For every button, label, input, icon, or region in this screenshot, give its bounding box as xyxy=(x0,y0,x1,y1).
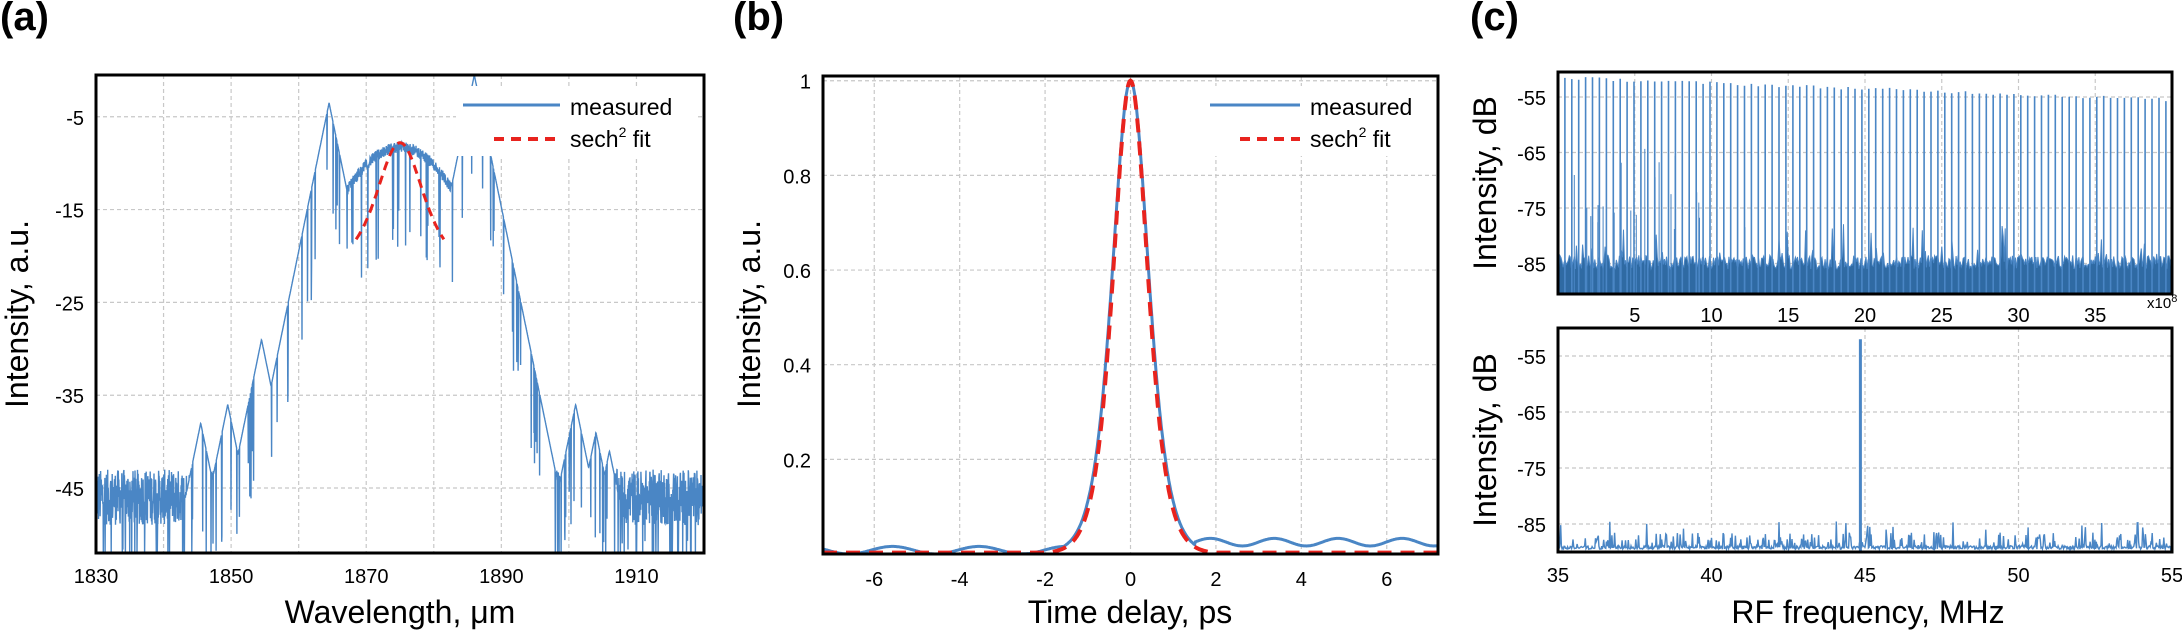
chart-a-legend-measured-label: measured xyxy=(570,94,672,120)
chart-c-bottom-x-axis-label: RF frequency, MHz xyxy=(1731,594,2004,630)
y-tick-label: -5 xyxy=(66,108,84,130)
y-tick-label: 1 xyxy=(800,72,811,94)
chart-b-legend: measured sech2 fit xyxy=(1200,86,1432,156)
x-tick-label: 1870 xyxy=(344,566,389,588)
chart-c-top: 5 10 15 20 25 30 35 -55 -65 -75 -85 x108 Intensit… xyxy=(1467,70,2177,327)
chart-c-top-multiplier: x108 xyxy=(2147,293,2177,312)
fit-line xyxy=(354,141,446,241)
chart-b-x-axis-label: Time delay, ps xyxy=(1028,594,1233,630)
y-tick-label: -65 xyxy=(1517,403,1546,425)
x-tick-label: -2 xyxy=(1036,569,1054,591)
x-tick-label: 2 xyxy=(1210,569,1221,591)
x-tick-label: 1910 xyxy=(614,566,659,588)
chart-c-bottom-plot-frame xyxy=(1556,326,2174,554)
x-tick-label: 50 xyxy=(2007,565,2029,587)
x-tick-label: 1850 xyxy=(209,566,254,588)
chart-a-legend: measured sech2 fit xyxy=(456,86,696,156)
panel-label-b: (b) xyxy=(733,0,784,39)
x-tick-label: 55 xyxy=(2161,565,2182,587)
chart-a-x-tick-labels: 1830 1850 1870 1890 1910 xyxy=(74,566,659,588)
chart-c-top-y-tick-labels: -55 -65 -75 -85 xyxy=(1517,88,1546,277)
chart-a-fit-series xyxy=(354,141,446,241)
chart-b-y-axis-label: Intensity, a.u. xyxy=(731,220,767,408)
x-tick-label: 6 xyxy=(1381,569,1392,591)
chart-c-top-x-tick-labels: 5 10 15 20 25 30 35 xyxy=(1629,305,2106,327)
x-tick-label: 10 xyxy=(1700,305,1722,327)
chart-a: 1830 1850 1870 1890 1910 -5 -15 -25 -35 -45 Wave… xyxy=(0,73,706,630)
x-tick-label: 45 xyxy=(1854,565,1876,587)
x-tick-label: 4 xyxy=(1296,569,1307,591)
chart-c-bottom-y-tick-labels: -55 -65 -75 -85 xyxy=(1517,347,1546,537)
y-tick-label: -25 xyxy=(55,293,84,315)
y-tick-label: -55 xyxy=(1517,88,1546,110)
chart-b-x-tick-labels: -6 -4 -2 0 2 4 6 xyxy=(865,569,1392,591)
y-tick-label: -35 xyxy=(55,386,84,408)
x-tick-label: 35 xyxy=(2084,305,2106,327)
chart-b-plot-frame xyxy=(821,74,1440,556)
chart-a-y-axis-label: Intensity, a.u. xyxy=(0,220,35,408)
panel-label-c: (c) xyxy=(1470,0,1519,39)
x-tick-label: 0 xyxy=(1125,569,1136,591)
y-tick-label: -75 xyxy=(1517,459,1546,481)
x-tick-label: 20 xyxy=(1854,305,1876,327)
chart-c-bottom-series xyxy=(1557,339,2173,552)
chart-c-bottom-x-tick-labels: 35 40 45 50 55 xyxy=(1547,565,2182,587)
noise-floor xyxy=(1557,224,2173,295)
y-tick-label: -85 xyxy=(1517,515,1546,537)
y-tick-label: -85 xyxy=(1517,254,1546,276)
chart-c-top-plot-frame xyxy=(1556,70,2174,296)
y-tick-label: -15 xyxy=(55,201,84,223)
x-tick-label: 15 xyxy=(1777,305,1799,327)
y-tick-label: -45 xyxy=(55,479,84,501)
chart-c-bottom: 35 40 45 50 55 -55 -65 -75 -85 RF frequency, MH… xyxy=(1467,326,2182,630)
x-tick-label: 30 xyxy=(2007,305,2029,327)
chart-c-bottom-grid xyxy=(1558,328,2172,552)
chart-a-y-tick-labels: -5 -15 -25 -35 -45 xyxy=(55,108,84,501)
x-tick-label: -6 xyxy=(865,569,883,591)
noise-line xyxy=(1557,521,2173,552)
y-tick-label: -55 xyxy=(1517,347,1546,369)
x-tick-label: 1830 xyxy=(74,566,119,588)
chart-b-legend-fit-label: sech2 fit xyxy=(1310,124,1391,152)
chart-b-legend-measured-label: measured xyxy=(1310,94,1412,120)
chart-a-plot-frame xyxy=(94,73,706,555)
chart-a-legend-fit-label: sech2 fit xyxy=(570,124,651,152)
x-tick-label: 40 xyxy=(1700,565,1722,587)
chart-b-y-tick-labels: 0.2 0.4 0.6 0.8 1 xyxy=(783,72,811,473)
y-tick-label: 0.8 xyxy=(783,166,811,188)
x-tick-label: 25 xyxy=(1931,305,1953,327)
x-tick-label: 35 xyxy=(1547,565,1569,587)
x-tick-label: 5 xyxy=(1629,305,1640,327)
chart-c-top-harmonics-series xyxy=(1557,77,2173,295)
x-tick-label: 1890 xyxy=(479,566,524,588)
chart-a-x-axis-label: Wavelength, μm xyxy=(285,594,516,630)
chart-c-bottom-y-axis-label: Intensity, dB xyxy=(1467,353,1503,527)
y-tick-label: 0.2 xyxy=(783,450,811,472)
x-tick-label: -4 xyxy=(951,569,969,591)
y-tick-label: -65 xyxy=(1517,143,1546,165)
panel-label-a: (a) xyxy=(0,0,49,39)
y-tick-label: 0.6 xyxy=(783,261,811,283)
chart-b: -6 -4 -2 0 2 4 6 0.20.40.60.81 Time delay, ps … xyxy=(731,72,1440,630)
y-tick-label: 0.4 xyxy=(783,356,811,378)
chart-c-top-y-axis-label: Intensity, dB xyxy=(1467,96,1503,270)
y-tick-label: -75 xyxy=(1517,199,1546,221)
